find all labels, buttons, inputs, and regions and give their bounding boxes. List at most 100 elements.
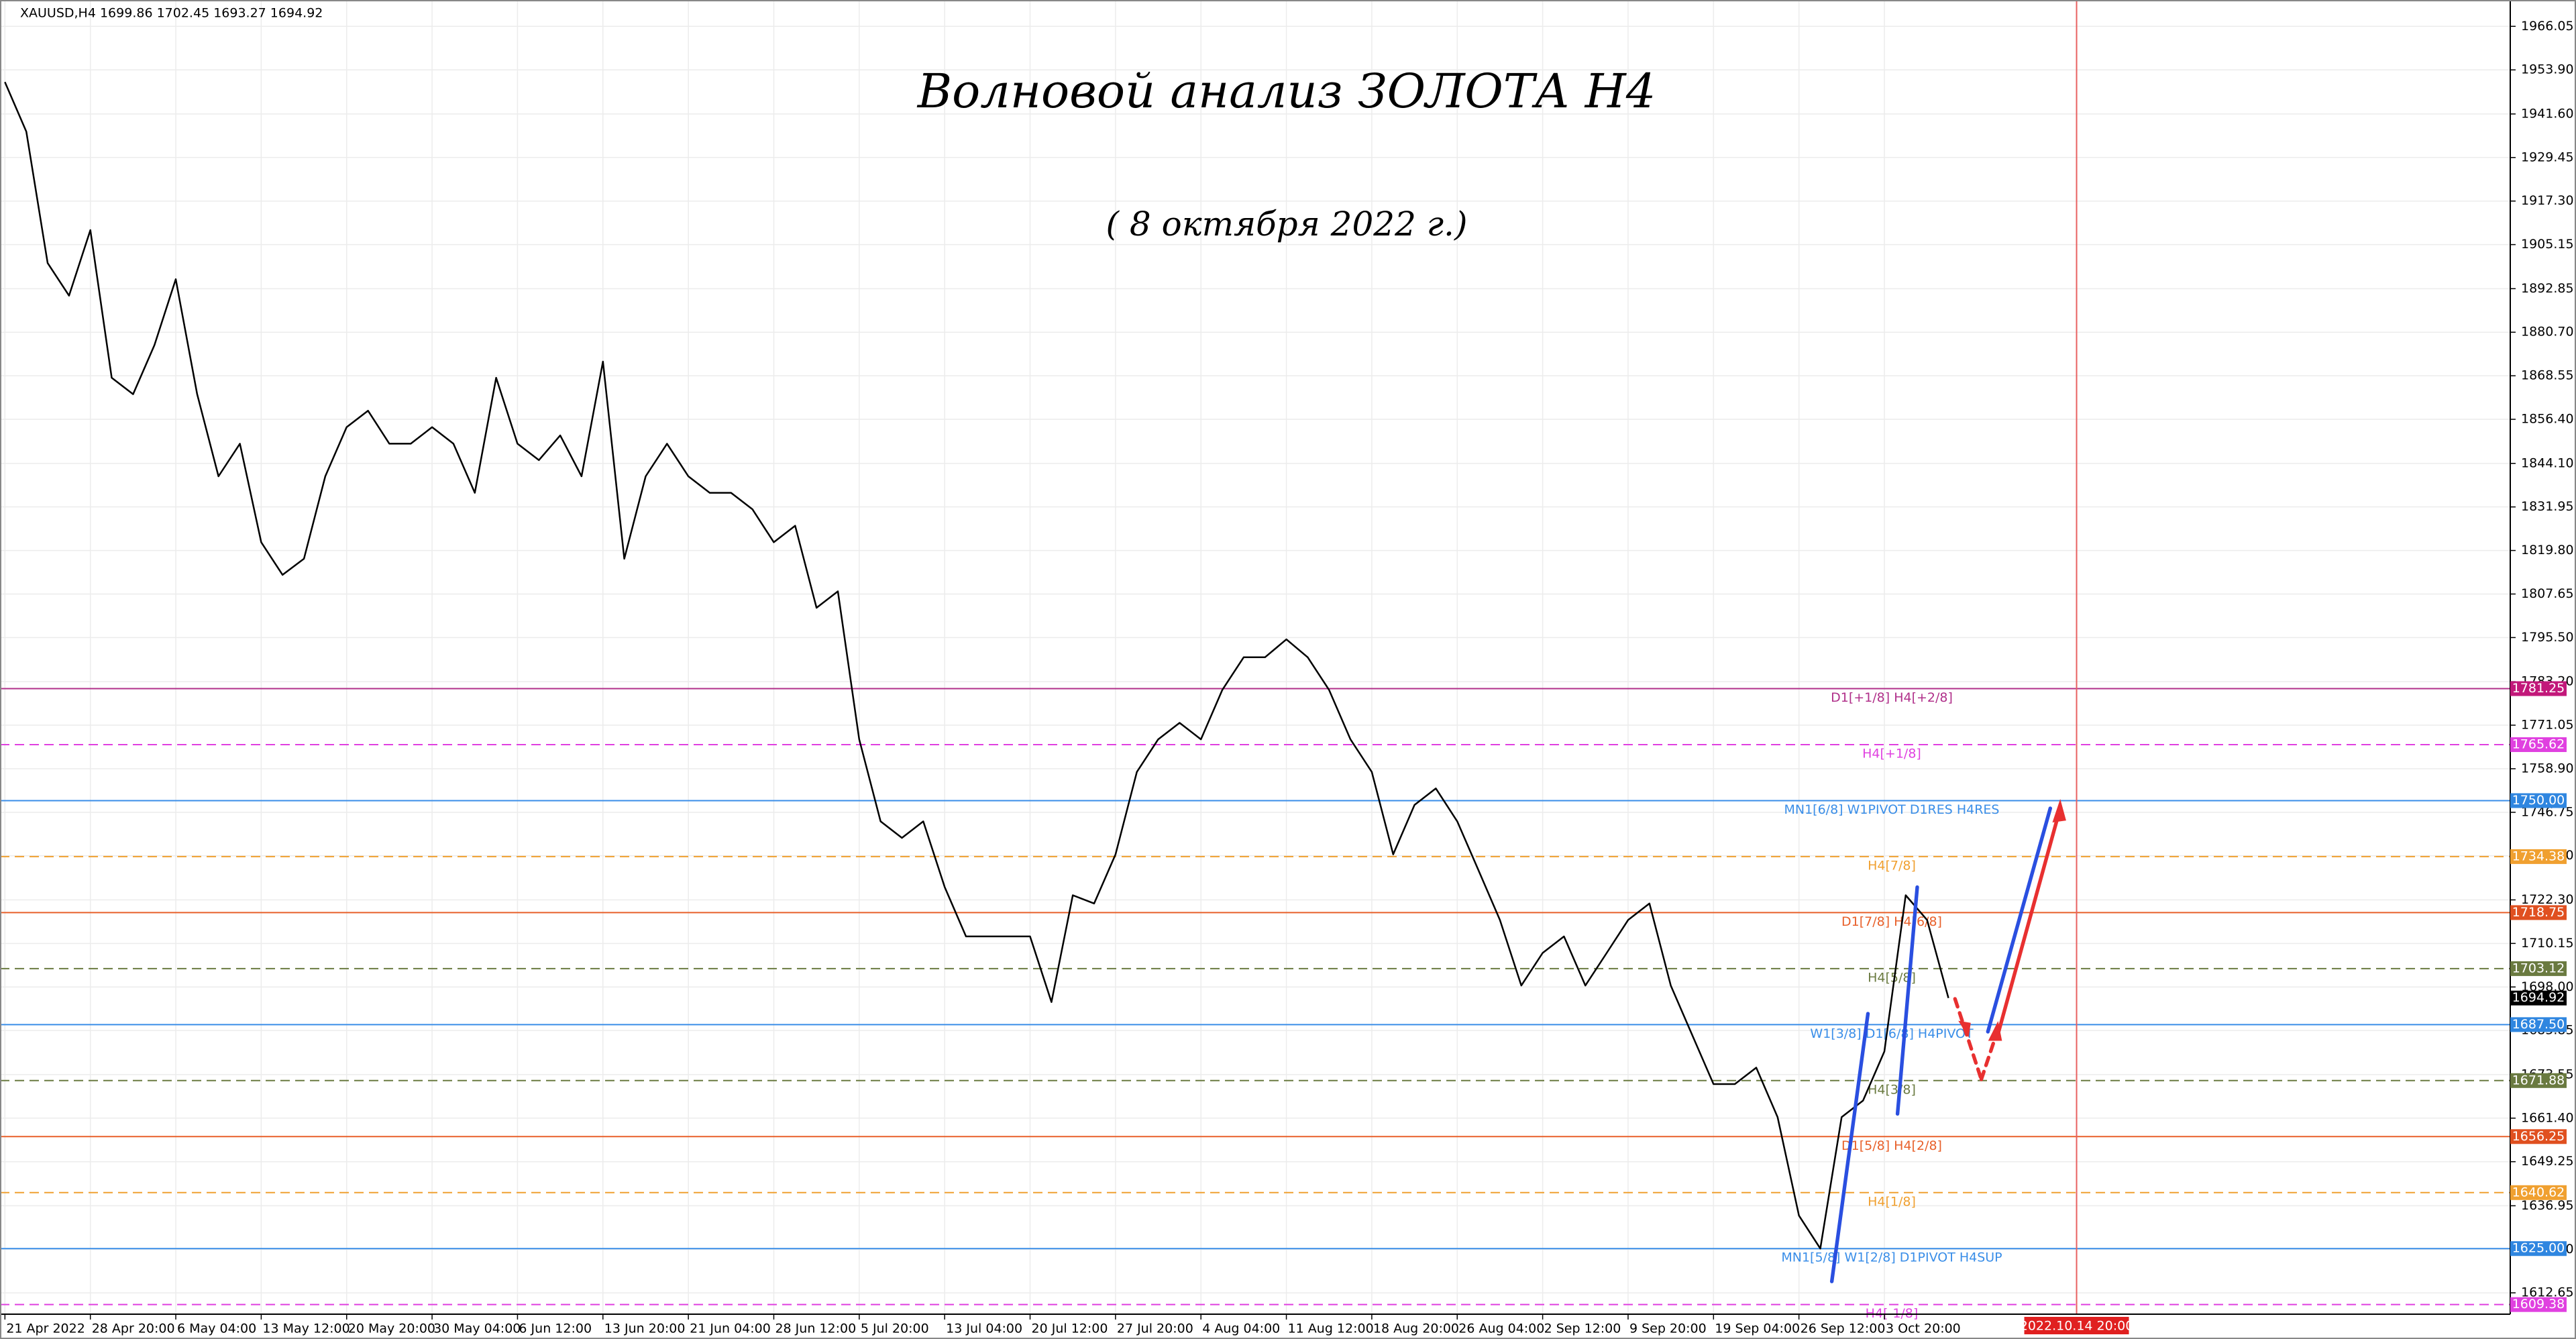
x-tick-label: 30 May 04:00 [433, 1322, 521, 1336]
level-price-box [2510, 1073, 2567, 1088]
price-line [4, 81, 1949, 1250]
x-tick-label: 6 Jun 12:00 [519, 1322, 592, 1336]
level-price-box [2510, 849, 2567, 864]
level-price-label: 1781.25 [2512, 681, 2565, 696]
wave-line [1829, 1012, 1870, 1283]
level-price-box [2510, 1241, 2567, 1256]
y-tick-label: 1929.45 [2521, 150, 2574, 164]
x-tick-label: 19 Sep 04:00 [1715, 1322, 1800, 1336]
x-tick-label: 11 Aug 12:00 [1288, 1322, 1374, 1336]
level-price-label: 1625.00 [2512, 1241, 2565, 1256]
x-tick-label: 28 Jun 12:00 [775, 1322, 856, 1336]
level-price-label: 1687.50 [2512, 1017, 2565, 1032]
y-tick-label: 1831.95 [2521, 499, 2574, 514]
x-tick-label: 2 Sep 12:00 [1544, 1322, 1621, 1336]
y-tick-label: 1698.00 [2521, 979, 2574, 994]
level-price-box [2510, 905, 2567, 920]
y-tick-label: 1966.05 [2521, 19, 2574, 34]
x-tick-label: 21 Apr 2022 [6, 1322, 85, 1336]
x-tick-label: 26 Sep 12:00 [1801, 1322, 1886, 1336]
arrow-head [1958, 1020, 1971, 1038]
level-price-label: 1703.12 [2512, 961, 2565, 975]
level-name: H4[5/8] [1868, 970, 1916, 985]
y-tick-label: 1807.65 [2521, 586, 2574, 601]
x-tick-label: 6 May 04:00 [177, 1322, 256, 1336]
level-price-label: 1718.75 [2512, 905, 2565, 920]
level-name: H4[1/8] [1868, 1194, 1916, 1209]
forecast-arrow [1996, 806, 2062, 1037]
y-tick-label: 1941.60 [2521, 106, 2574, 121]
level-price-label: 1656.25 [2512, 1129, 2565, 1144]
level-price-box [2510, 1185, 2567, 1200]
wave-line [1895, 885, 1919, 1116]
y-tick-label: 1710.15 [2521, 936, 2574, 951]
x-tick-label: 26 Aug 04:00 [1458, 1322, 1544, 1336]
level-price-box [2510, 793, 2567, 808]
forecast-arrow [1953, 997, 1984, 1081]
x-tick-label: 27 Jul 20:00 [1117, 1322, 1193, 1336]
x-tick-label: 28 Apr 20:00 [92, 1322, 175, 1336]
y-tick-label: 1819.80 [2521, 543, 2574, 557]
last-price-box [2510, 990, 2567, 1006]
x-tick-label: 20 Jul 12:00 [1032, 1322, 1108, 1336]
level-price-label: 1640.62 [2512, 1185, 2565, 1199]
y-tick-label: 1868.55 [2521, 368, 2574, 383]
symbol-info: XAUUSD,H4 1699.86 1702.45 1693.27 1694.9… [20, 6, 323, 21]
x-tick-label: 3 Oct 20:00 [1886, 1322, 1961, 1336]
x-tick-label: 21 Jun 04:00 [690, 1322, 771, 1336]
x-tick-label: 18 Aug 20:00 [1373, 1322, 1459, 1336]
level-price-label: 1750.00 [2512, 793, 2565, 808]
y-tick-label: 1892.85 [2521, 281, 2574, 296]
last-price-label: 1694.92 [2512, 990, 2565, 1005]
level-price-label: 1671.88 [2512, 1073, 2565, 1087]
wave-line [1986, 806, 2053, 1034]
x-tick-label: 9 Sep 20:00 [1629, 1322, 1707, 1336]
y-tick-label: 1661.40 [2521, 1110, 2574, 1125]
y-tick-label: 1917.30 [2521, 193, 2574, 208]
y-tick-label: 1880.70 [2521, 325, 2574, 339]
x-tick-label: 4 Aug 04:00 [1202, 1322, 1280, 1336]
levels: D1[+1/8] H4[+2/8] H4[+1/8] MN1[6/8] W1PIVO… [0, 688, 2510, 1321]
level-price-label: 1765.62 [2512, 737, 2565, 752]
level-price-box [2510, 961, 2567, 976]
level-name: H4[3/8] [1868, 1082, 1916, 1097]
y-tick-label: 1953.90 [2521, 62, 2574, 77]
axes: 1966.05 1953.90 1941.60 1929.45 1917.30 1905.… [4, 19, 2574, 1336]
x-tick-label: 13 Jun 20:00 [604, 1322, 686, 1336]
chart-title: Волновой анализ ЗОЛОТА H4 [916, 64, 1656, 119]
y-tick-label: 1722.30 [2521, 892, 2574, 907]
level-price-box [2510, 1129, 2567, 1144]
forecast-annotations [1829, 798, 2066, 1283]
x-tick-label: 13 Jul 04:00 [946, 1322, 1022, 1336]
chart-subtitle: ( 8 октября 2022 г.) [1106, 205, 1468, 244]
time-marker-label: 2022.10.14 20:00 [2020, 1319, 2134, 1334]
arrow-head [2052, 798, 2066, 822]
y-tick-label: 1636.95 [2521, 1198, 2574, 1213]
y-tick-label: 1771.05 [2521, 718, 2574, 733]
y-tick-label: 1856.40 [2521, 412, 2574, 427]
level-price-box [2510, 1017, 2567, 1032]
level-name: D1[7/8] H4[6/8] [1841, 914, 1942, 929]
level-name: W1[3/8] D1[6/8] H4PIVOT [1810, 1026, 1974, 1041]
y-tick-label: 1649.25 [2521, 1154, 2574, 1169]
y-tick-label: 1746.75 [2521, 804, 2574, 819]
level-price-box [2510, 1297, 2567, 1312]
plot [4, 0, 2078, 1314]
y-tick-label: 1905.15 [2521, 237, 2574, 252]
level-name: H4[+1/8] [1862, 747, 1921, 761]
time-marker-box [2024, 1317, 2129, 1334]
y-tick-label: 1795.50 [2521, 630, 2574, 645]
level-name: MN1[6/8] W1PIVOT D1RES H4RES [1784, 802, 1999, 817]
x-tick-label: 13 May 12:00 [262, 1322, 350, 1336]
x-tick-label: 20 May 20:00 [348, 1322, 435, 1336]
y-tick-label: 1758.90 [2521, 761, 2574, 775]
level-price-box [2510, 737, 2567, 753]
grid [0, 0, 2510, 1314]
level-price-box [2510, 681, 2567, 696]
level-price-label: 1609.38 [2512, 1297, 2565, 1311]
level-name: H4[7/8] [1868, 858, 1916, 873]
level-name: MN1[5/8] W1[2/8] D1PIVOT H4SUP [1781, 1250, 2002, 1265]
